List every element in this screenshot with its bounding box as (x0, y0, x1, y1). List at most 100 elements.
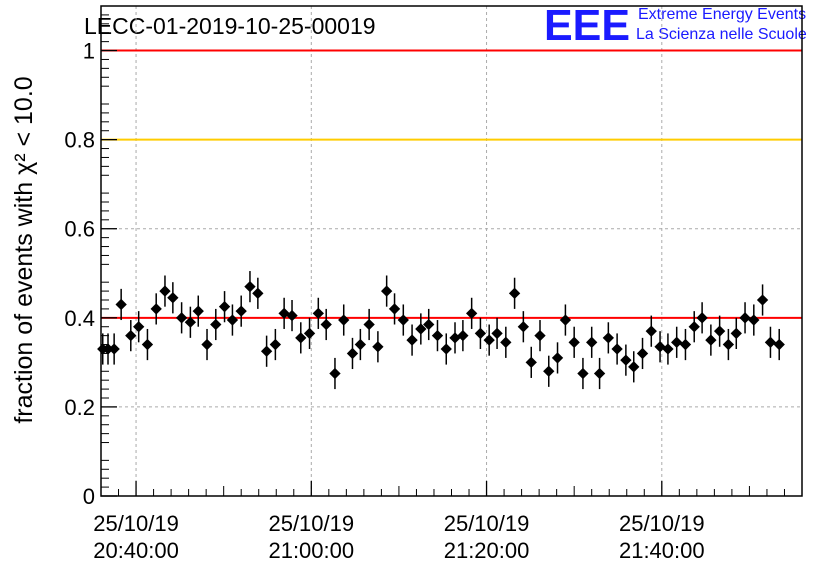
point-marker (286, 309, 298, 322)
point-marker (620, 354, 632, 366)
point-marker (381, 285, 393, 297)
data-point (465, 297, 478, 329)
data-point (705, 324, 717, 356)
point-marker (260, 345, 273, 357)
point-marker (406, 334, 418, 346)
x-axis: 25/10/1920:40:0025/10/1921:00:0025/10/19… (93, 481, 785, 563)
logo-line1: Extreme Energy Events (638, 6, 806, 23)
data-point (354, 328, 367, 361)
data-point (108, 333, 120, 365)
data-point (303, 317, 316, 349)
data-point (363, 308, 375, 341)
point-marker (722, 338, 735, 351)
data-point (525, 346, 537, 378)
point-marker (602, 332, 615, 344)
chart-title: LECC-01-2019-10-25-00019 (84, 13, 376, 39)
data-point (125, 320, 137, 352)
data-point (474, 317, 487, 349)
data-point (397, 304, 409, 336)
data-point (679, 328, 692, 361)
data-point (184, 306, 197, 338)
data-point (645, 315, 657, 347)
data-point (346, 337, 359, 370)
point-marker (440, 343, 452, 355)
data-point (338, 304, 350, 336)
point-marker (278, 307, 290, 320)
point-marker (372, 341, 384, 353)
point-marker (713, 325, 726, 337)
data-point (722, 328, 735, 361)
x-tick-time: 21:00:00 (268, 538, 354, 563)
point-marker (662, 343, 674, 355)
data-point (286, 300, 298, 332)
point-marker (235, 305, 247, 317)
data-point (244, 271, 256, 303)
point-marker (739, 312, 751, 324)
data-point (115, 288, 127, 321)
data-point (713, 315, 726, 347)
point-marker (696, 312, 708, 324)
point-marker (363, 318, 375, 331)
data-point (602, 322, 615, 354)
point-marker (388, 303, 401, 315)
point-marker (108, 343, 120, 355)
point-marker (269, 338, 282, 351)
point-marker (593, 367, 606, 380)
data-point (756, 284, 769, 316)
data-point (508, 277, 521, 309)
point-marker (133, 321, 145, 333)
point-marker (295, 332, 307, 344)
x-tick-time: 20:40:00 (93, 538, 179, 563)
y-axis: 0 0.2 0.4 0.6 0.8 1 (64, 14, 117, 509)
data-point (457, 320, 469, 352)
point-marker (500, 336, 512, 348)
data-point (620, 344, 632, 376)
point-marker (457, 329, 469, 342)
point-marker (586, 336, 598, 348)
point-marker (244, 280, 256, 293)
point-marker (218, 301, 231, 313)
point-marker (184, 316, 197, 328)
point-marker (491, 327, 503, 340)
data-point (192, 295, 204, 327)
data-points (97, 271, 785, 390)
x-tick-date: 25/10/19 (444, 511, 530, 536)
x-tick-date: 25/10/19 (268, 511, 354, 536)
data-point (278, 297, 290, 329)
logo-line2: La Scienza nelle Scuole (636, 26, 807, 43)
point-marker (346, 347, 359, 360)
point-marker (764, 336, 777, 348)
point-marker (525, 356, 537, 369)
point-marker (167, 292, 179, 304)
data-point (534, 320, 546, 352)
point-marker (551, 352, 564, 364)
plot-frame (100, 5, 803, 497)
data-point (381, 275, 393, 307)
point-marker (559, 314, 572, 326)
data-point (167, 282, 179, 314)
data-point (628, 351, 640, 383)
data-point (551, 342, 564, 374)
point-marker (125, 329, 137, 342)
y-tick-label: 0.6 (64, 217, 95, 242)
data-point (159, 275, 171, 307)
point-marker (252, 287, 264, 299)
data-point (150, 293, 162, 325)
point-marker (354, 338, 367, 351)
point-marker (201, 338, 213, 351)
point-marker (415, 323, 427, 335)
data-point (696, 302, 708, 334)
data-point (671, 326, 683, 358)
data-point (329, 357, 341, 390)
point-marker (645, 325, 657, 337)
x-tick-time: 21:40:00 (619, 538, 705, 563)
grid (101, 6, 802, 496)
point-marker (543, 365, 555, 377)
point-marker (568, 336, 580, 348)
eee-logo: EEE Extreme Energy Events La Scienza nel… (544, 1, 807, 50)
data-point (423, 308, 435, 341)
point-marker (474, 327, 487, 340)
data-point (218, 291, 231, 323)
point-marker (141, 338, 154, 351)
point-marker (329, 367, 341, 380)
